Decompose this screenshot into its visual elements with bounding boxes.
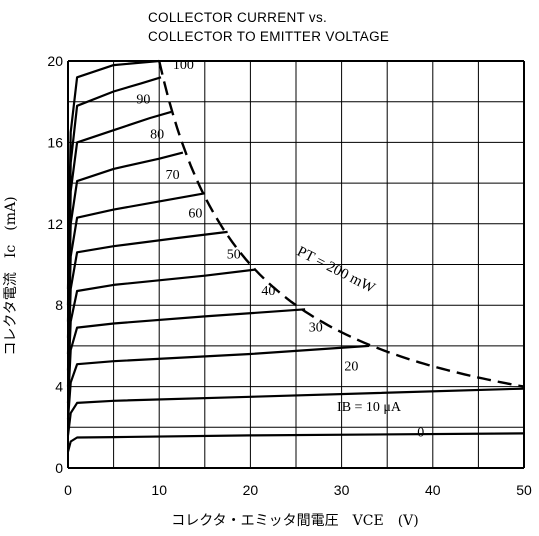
ib-curve-40: [66, 268, 256, 387]
x-tick-label: 40: [425, 482, 441, 498]
y-tick-label: 8: [55, 297, 63, 313]
power-limit-label: PT = 200 mW: [294, 244, 378, 297]
ib-curve-100: [66, 59, 160, 289]
x-tick-label: 50: [516, 482, 532, 498]
x-tick-label: 30: [334, 482, 350, 498]
curve-label-20: 20: [344, 359, 358, 374]
ib-curve-50: [66, 230, 228, 371]
curve-label-40: 40: [261, 284, 275, 299]
x-tick-label: 0: [64, 482, 72, 498]
curve-label-60: 60: [188, 207, 202, 222]
curve-labels: 0 20 30 40 50 60 70 80 90 100 IB = 10 μA PT = 200 m…: [136, 58, 424, 440]
curve-label-90: 90: [136, 93, 150, 108]
x-axis-label: コレクタ・エミッタ間電圧 VCE (V): [171, 513, 419, 529]
y-tick-label: 4: [55, 379, 63, 395]
chart-title: COLLECTOR CURRENT vs.: [148, 10, 327, 25]
curve-label-30: 30: [309, 321, 323, 336]
y-axis-label: コレクタ電流 Ic (mA): [3, 196, 19, 355]
ib-curve-0: [66, 432, 525, 452]
ib-curve-30: [66, 308, 306, 403]
ib-curve-60: [66, 192, 205, 355]
ib-curve-20: [66, 344, 370, 420]
y-tick-label: 0: [55, 460, 63, 476]
power-limit-curve: [158, 60, 525, 388]
curve-label-50: 50: [227, 247, 241, 262]
y-tick-label: 12: [47, 216, 63, 232]
ib-curve-10: [66, 387, 525, 436]
chart-subtitle: COLLECTOR TO EMITTER VOLTAGE: [148, 29, 389, 44]
curves: [66, 59, 525, 452]
ib-curve-90: [66, 76, 162, 306]
x-tick-label: 10: [151, 482, 167, 498]
y-tick-label: 16: [47, 134, 63, 150]
curve-label-70: 70: [166, 168, 180, 183]
tick-labels: 0 10 20 30 40 50 0 4 8 12 16 20: [47, 53, 532, 498]
curve-label-80: 80: [150, 127, 164, 142]
x-tick-label: 20: [243, 482, 259, 498]
curve-label-0: 0: [417, 425, 424, 440]
y-tick-label: 20: [47, 53, 63, 69]
curve-label-10: IB = 10 μA: [337, 400, 402, 415]
curve-label-100: 100: [173, 58, 194, 73]
